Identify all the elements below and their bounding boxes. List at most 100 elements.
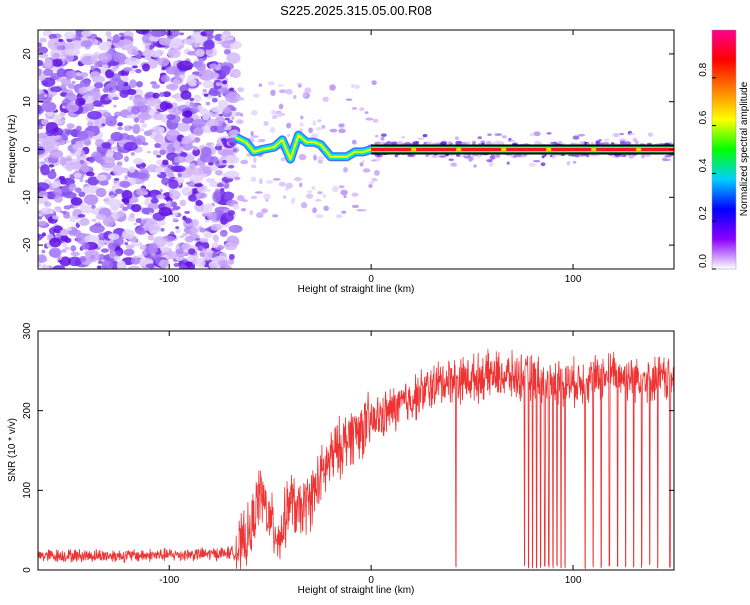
noise-blob xyxy=(131,107,141,115)
noise-blob xyxy=(124,242,129,246)
noise-blob xyxy=(222,159,227,164)
noise-blob xyxy=(79,255,87,263)
noise-blob xyxy=(192,167,204,176)
noise-blob xyxy=(78,191,86,198)
noise-blob xyxy=(102,87,109,93)
noise-blob xyxy=(79,79,91,88)
carrier-halo-blob xyxy=(574,154,580,158)
scatter-blob xyxy=(280,156,286,162)
noise-blob xyxy=(75,72,82,77)
noise-blob xyxy=(96,265,102,269)
noise-blob xyxy=(38,199,44,205)
colorbar-tick-label: 0.4 xyxy=(698,158,709,172)
noise-blob xyxy=(226,123,230,128)
noise-blob xyxy=(179,199,187,207)
noise-blob xyxy=(223,192,234,201)
noise-blob xyxy=(153,133,164,143)
carrier-halo-blob xyxy=(473,164,477,168)
noise-blob xyxy=(48,247,62,258)
noise-blob xyxy=(77,146,83,152)
noise-blob xyxy=(190,227,199,234)
carrier-halo-blob xyxy=(572,135,580,140)
noise-blob xyxy=(105,31,112,37)
scatter-blob xyxy=(371,177,378,182)
noise-blob xyxy=(114,111,122,117)
scatter-blob xyxy=(343,195,347,199)
noise-blob xyxy=(218,87,229,94)
noise-blob xyxy=(51,58,63,67)
noise-blob xyxy=(220,65,231,76)
snr-x-tick-label: -100 xyxy=(159,575,179,586)
colorbar-gradient xyxy=(712,30,736,269)
scatter-blob xyxy=(237,87,245,93)
noise-blob xyxy=(179,32,185,36)
noise-blob xyxy=(77,130,89,141)
noise-blob xyxy=(117,79,125,88)
scatter-blob xyxy=(296,82,303,86)
noise-blob xyxy=(217,99,229,109)
carrier-halo-blob xyxy=(412,141,418,145)
noise-blob xyxy=(38,254,47,263)
noise-blob xyxy=(62,241,68,248)
scatter-blob xyxy=(293,94,297,100)
noise-blob xyxy=(40,118,49,126)
noise-blob xyxy=(195,137,200,142)
scatter-blob xyxy=(351,83,355,88)
noise-blob xyxy=(74,150,82,156)
snr-plot-area xyxy=(38,348,674,570)
noise-blob xyxy=(60,210,63,213)
noise-blob xyxy=(107,233,120,240)
noise-blob xyxy=(49,149,64,159)
snr-y-tick-label: 0 xyxy=(22,567,33,573)
noise-blob xyxy=(78,87,88,95)
noise-blob xyxy=(184,235,195,243)
carrier-halo-blob xyxy=(506,161,510,165)
carrier-halo-blob xyxy=(494,140,502,146)
noise-blob xyxy=(181,135,192,145)
noise-blob xyxy=(214,145,223,151)
carrier-halo-blob xyxy=(487,133,492,136)
noise-blob xyxy=(119,180,131,188)
noise-blob xyxy=(166,240,174,247)
noise-blob xyxy=(38,182,50,191)
carrier-halo-blob xyxy=(426,141,434,145)
noise-blob xyxy=(65,139,70,144)
noise-blob xyxy=(227,164,235,169)
scatter-blob xyxy=(373,169,380,176)
spectrogram-plot-area xyxy=(38,30,674,269)
carrier-halo-blob xyxy=(480,140,486,143)
noise-blob xyxy=(228,253,235,260)
noise-blob xyxy=(123,67,133,72)
noise-blob xyxy=(141,63,151,72)
scatter-blob xyxy=(313,154,317,161)
noise-blob xyxy=(202,89,207,92)
noise-blob xyxy=(127,265,141,269)
scatter-blob xyxy=(305,193,314,199)
noise-blob xyxy=(133,117,140,123)
noise-blob xyxy=(51,180,62,189)
noise-blob xyxy=(63,191,77,199)
noise-blob xyxy=(67,256,82,267)
noise-blob xyxy=(129,79,137,88)
snr-y-axis-label: SNR (10 * v/v) xyxy=(7,418,18,482)
noise-blob xyxy=(175,248,184,254)
noise-blob xyxy=(162,91,171,98)
noise-blob xyxy=(229,87,235,91)
noise-blob xyxy=(105,41,113,46)
scatter-blob xyxy=(285,182,293,189)
carrier-halo-blob xyxy=(586,153,590,158)
noise-blob xyxy=(45,117,50,120)
noise-blob xyxy=(75,97,86,106)
noise-blob xyxy=(95,213,107,221)
noise-blob xyxy=(91,204,96,209)
noise-blob xyxy=(187,248,196,255)
noise-blob xyxy=(38,233,43,241)
noise-blob xyxy=(137,113,152,121)
noise-blob xyxy=(79,177,84,183)
spectrogram-y-tick-label: 10 xyxy=(22,96,33,108)
noise-blob xyxy=(93,82,104,89)
noise-blob xyxy=(147,242,158,255)
noise-blob xyxy=(122,193,129,198)
noise-blob xyxy=(85,179,89,184)
noise-blob xyxy=(128,166,136,173)
